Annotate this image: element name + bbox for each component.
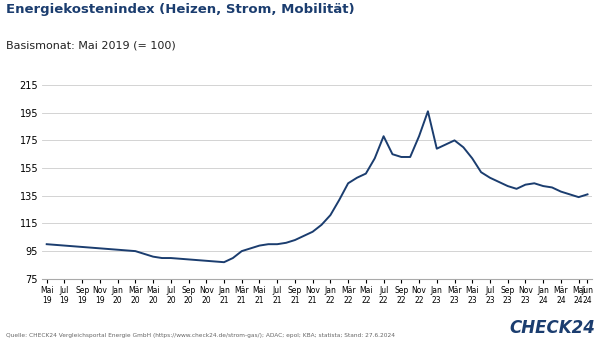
Text: CHECK24: CHECK24 (509, 319, 595, 337)
Text: Energiekostenindex (Heizen, Strom, Mobilität): Energiekostenindex (Heizen, Strom, Mobil… (6, 3, 355, 16)
Text: Basismonat: Mai 2019 (= 100): Basismonat: Mai 2019 (= 100) (6, 41, 176, 51)
Text: Quelle: CHECK24 Vergleichsportal Energie GmbH (https://www.check24.de/strom-gas/: Quelle: CHECK24 Vergleichsportal Energie… (6, 333, 395, 338)
